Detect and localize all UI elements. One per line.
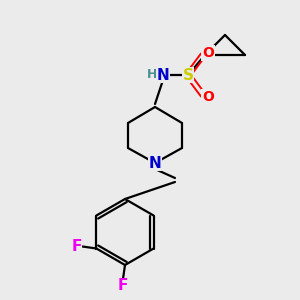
Text: N: N <box>148 155 161 170</box>
Text: O: O <box>202 46 214 60</box>
Text: F: F <box>71 239 82 254</box>
Text: F: F <box>118 278 128 293</box>
Text: H: H <box>147 68 157 82</box>
Text: S: S <box>182 68 194 82</box>
Text: O: O <box>202 90 214 104</box>
Text: N: N <box>157 68 169 82</box>
